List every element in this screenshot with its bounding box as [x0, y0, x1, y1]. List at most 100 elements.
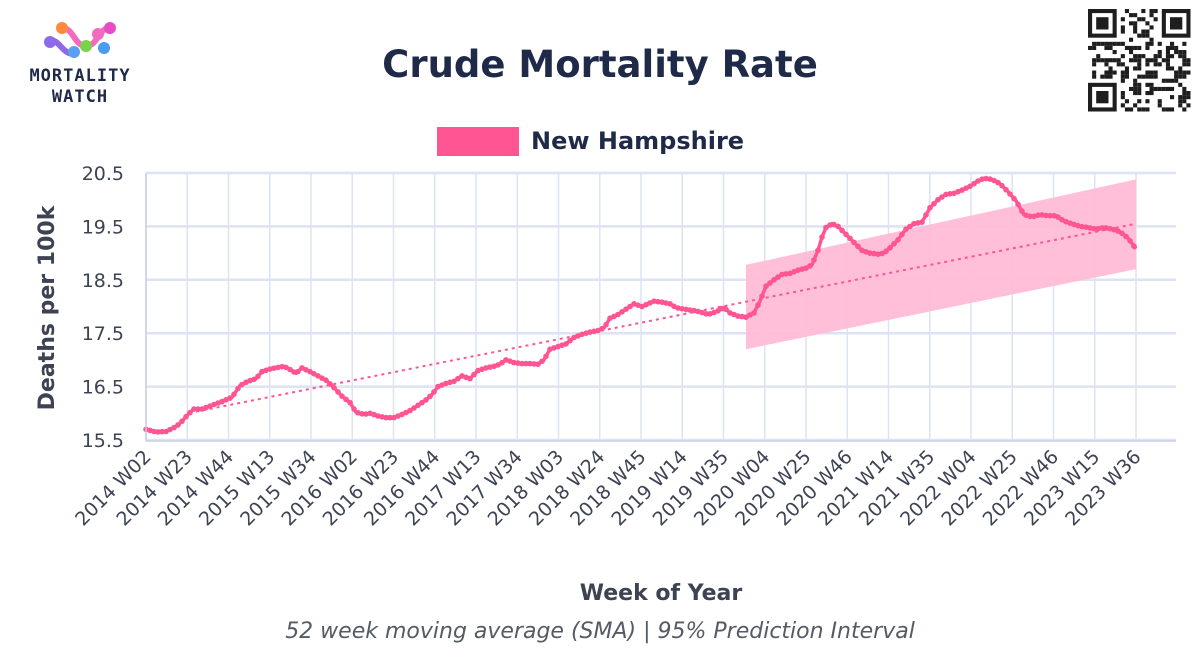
- data-point[interactable]: [723, 306, 729, 313]
- data-point[interactable]: [823, 224, 829, 231]
- data-point[interactable]: [935, 196, 941, 203]
- data-point[interactable]: [323, 377, 329, 384]
- data-point[interactable]: [599, 325, 605, 332]
- data-point[interactable]: [1035, 212, 1041, 218]
- data-point[interactable]: [895, 237, 901, 243]
- data-point[interactable]: [615, 311, 621, 318]
- data-point[interactable]: [179, 418, 185, 425]
- data-point[interactable]: [667, 301, 673, 307]
- data-point[interactable]: [1043, 212, 1049, 219]
- data-point[interactable]: [351, 406, 357, 412]
- data-point[interactable]: [775, 274, 781, 280]
- data-point[interactable]: [1099, 225, 1105, 231]
- data-point[interactable]: [807, 263, 813, 269]
- data-point[interactable]: [251, 376, 257, 383]
- data-point[interactable]: [535, 361, 541, 368]
- data-point[interactable]: [471, 371, 477, 378]
- data-point[interactable]: [531, 361, 537, 367]
- qr-code-icon[interactable]: [1088, 9, 1191, 112]
- data-point[interactable]: [159, 428, 165, 435]
- data-point[interactable]: [455, 375, 461, 382]
- data-point[interactable]: [847, 235, 853, 242]
- data-point[interactable]: [171, 424, 177, 431]
- data-point[interactable]: [419, 399, 425, 406]
- data-point[interactable]: [567, 337, 573, 344]
- data-point[interactable]: [751, 310, 757, 316]
- data-point[interactable]: [1131, 243, 1137, 249]
- data-point[interactable]: [499, 359, 505, 366]
- data-point[interactable]: [563, 341, 569, 347]
- data-point[interactable]: [519, 360, 525, 367]
- data-point[interactable]: [999, 182, 1005, 189]
- data-point[interactable]: [387, 414, 393, 421]
- data-point[interactable]: [327, 381, 333, 387]
- data-point[interactable]: [1123, 233, 1129, 240]
- data-point[interactable]: [819, 234, 825, 240]
- data-point[interactable]: [887, 245, 893, 251]
- data-point[interactable]: [703, 311, 709, 317]
- data-point[interactable]: [227, 395, 233, 401]
- data-point[interactable]: [191, 406, 197, 412]
- data-point[interactable]: [919, 219, 925, 225]
- data-point[interactable]: [907, 223, 913, 230]
- data-point[interactable]: [195, 406, 201, 412]
- data-point[interactable]: [855, 243, 861, 250]
- data-point[interactable]: [759, 293, 765, 300]
- data-point[interactable]: [1007, 191, 1013, 197]
- data-point[interactable]: [411, 405, 417, 411]
- data-point[interactable]: [1003, 186, 1009, 193]
- data-point[interactable]: [843, 231, 849, 238]
- data-point[interactable]: [755, 302, 761, 308]
- data-point[interactable]: [527, 360, 533, 367]
- data-point[interactable]: [883, 248, 889, 255]
- data-point[interactable]: [811, 257, 817, 263]
- data-point[interactable]: [927, 204, 933, 211]
- data-point[interactable]: [835, 223, 841, 230]
- logo[interactable]: MORTALITY WATCH: [29, 22, 130, 107]
- data-point[interactable]: [619, 309, 625, 315]
- data-point[interactable]: [295, 368, 301, 375]
- data-point[interactable]: [287, 366, 293, 373]
- data-point[interactable]: [187, 409, 193, 416]
- data-point[interactable]: [543, 353, 549, 360]
- data-point[interactable]: [1011, 195, 1017, 202]
- data-point[interactable]: [771, 277, 777, 283]
- data-point[interactable]: [1019, 208, 1025, 214]
- data-point[interactable]: [331, 384, 337, 391]
- data-point[interactable]: [971, 180, 977, 187]
- data-point[interactable]: [967, 183, 973, 190]
- data-point[interactable]: [255, 373, 261, 380]
- data-point[interactable]: [1127, 238, 1133, 244]
- data-point[interactable]: [155, 429, 161, 435]
- data-point[interactable]: [903, 226, 909, 232]
- data-point[interactable]: [359, 411, 365, 417]
- data-point[interactable]: [1047, 212, 1053, 219]
- data-point[interactable]: [235, 385, 241, 392]
- data-point[interactable]: [623, 306, 629, 313]
- data-point[interactable]: [467, 375, 473, 382]
- data-point[interactable]: [815, 247, 821, 254]
- data-point[interactable]: [767, 280, 773, 286]
- data-point[interactable]: [451, 378, 457, 385]
- data-point[interactable]: [891, 241, 897, 247]
- data-point[interactable]: [1055, 214, 1061, 220]
- data-point[interactable]: [407, 407, 413, 414]
- data-point[interactable]: [539, 358, 545, 365]
- data-point[interactable]: [851, 239, 857, 246]
- data-point[interactable]: [995, 179, 1001, 186]
- data-point[interactable]: [939, 194, 945, 200]
- data-point[interactable]: [383, 414, 389, 421]
- data-point[interactable]: [339, 393, 345, 400]
- data-point[interactable]: [427, 393, 433, 400]
- data-point[interactable]: [899, 231, 905, 238]
- data-point[interactable]: [523, 360, 529, 367]
- legend[interactable]: New Hampshire: [437, 127, 744, 156]
- data-point[interactable]: [415, 402, 421, 409]
- data-point[interactable]: [603, 321, 609, 328]
- data-point[interactable]: [343, 396, 349, 403]
- data-point[interactable]: [347, 399, 353, 406]
- data-point[interactable]: [1091, 225, 1097, 232]
- data-point[interactable]: [175, 422, 181, 428]
- data-point[interactable]: [423, 397, 429, 403]
- data-point[interactable]: [931, 200, 937, 207]
